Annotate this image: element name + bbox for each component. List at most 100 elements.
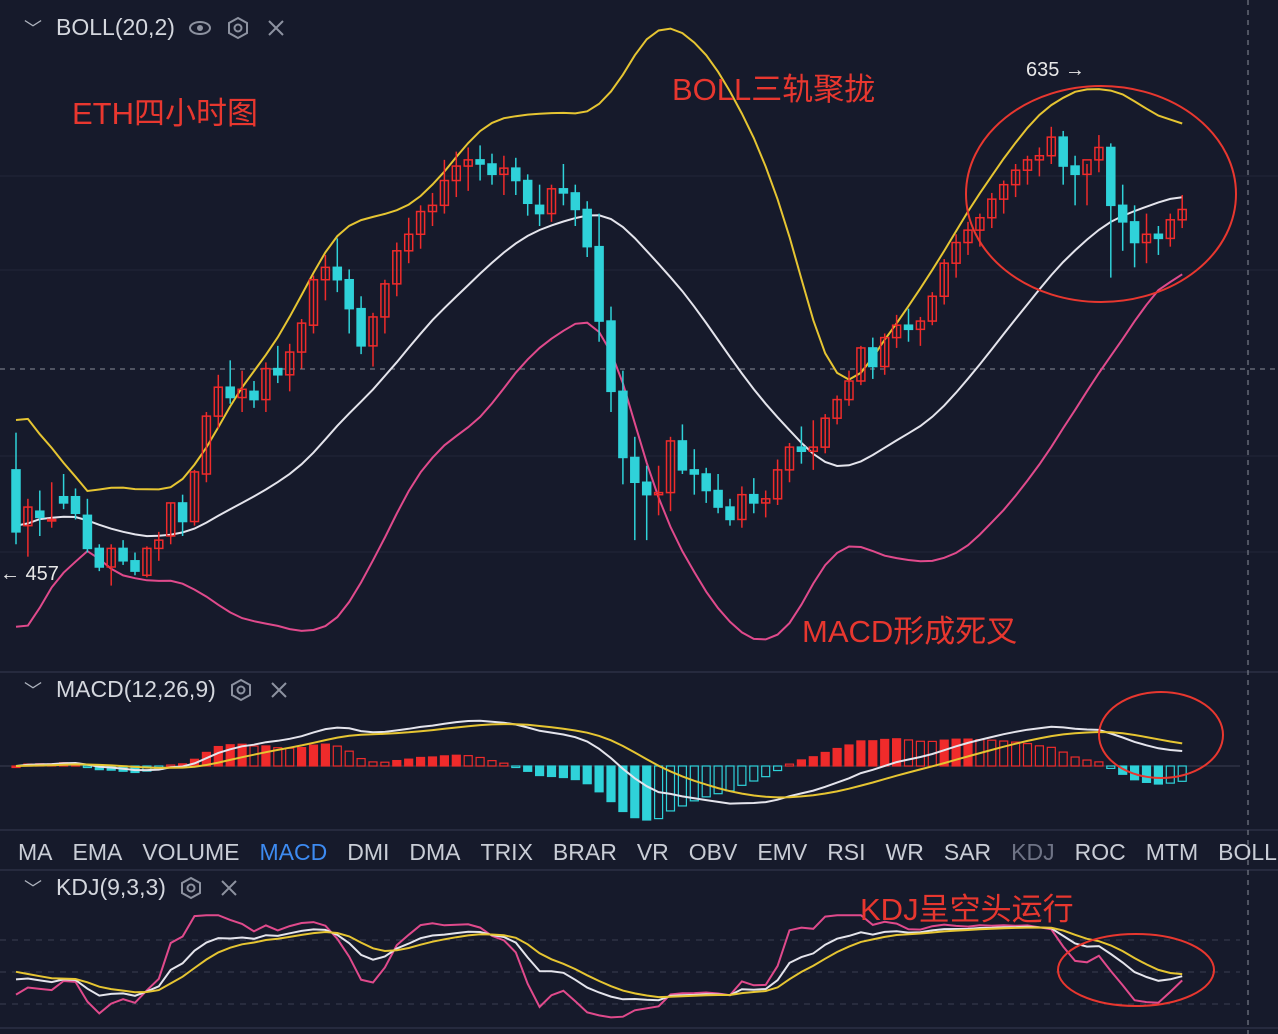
candle-body — [344, 278, 354, 310]
tab-macd[interactable]: MACD — [259, 838, 328, 865]
candle — [963, 221, 973, 255]
tab-emv[interactable]: EMV — [757, 838, 808, 865]
tab-ma[interactable]: MA — [18, 838, 53, 865]
tab-boll[interactable]: BOLL — [1218, 838, 1277, 865]
tab-kdj[interactable]: KDJ — [1011, 838, 1055, 865]
tab-rsi[interactable]: RSI — [827, 838, 866, 865]
macd-histogram-bar — [1165, 765, 1175, 784]
macd-histogram-bar — [737, 765, 747, 786]
candle-body — [844, 380, 854, 401]
candle-body — [142, 547, 152, 577]
macd-histogram-bar — [820, 751, 830, 767]
candle-body — [46, 518, 57, 522]
candle — [856, 345, 866, 386]
chevron-down-icon[interactable]: ﹀ — [24, 18, 42, 39]
tab-sar[interactable]: SAR — [943, 838, 992, 865]
candle — [737, 486, 747, 528]
candle-body — [356, 307, 366, 347]
candle — [534, 184, 545, 226]
highlight-circle-macd — [1098, 691, 1224, 779]
macd-histogram-bar — [511, 765, 521, 769]
candle-body — [1058, 136, 1068, 167]
candle-body — [451, 165, 462, 182]
price-label-high: 635 → — [1026, 59, 1085, 81]
macd-histogram-bar — [499, 762, 509, 767]
candle — [1165, 213, 1176, 247]
candle — [832, 395, 842, 425]
macd-histogram-bar — [1034, 745, 1045, 767]
settings-icon[interactable] — [225, 15, 251, 41]
macd-histogram-bar — [618, 765, 628, 813]
candle — [70, 488, 81, 520]
candle — [546, 184, 557, 222]
macd-histogram-bar — [1022, 742, 1033, 767]
settings-icon[interactable] — [228, 677, 254, 703]
tab-vr[interactable]: VR — [636, 838, 669, 865]
candle — [677, 424, 688, 474]
candle-body — [1141, 233, 1152, 244]
macd-header: ﹀ MACD(12,26,9) — [22, 676, 292, 703]
macd-histogram-bar — [832, 747, 842, 767]
highlight-circles — [965, 85, 1237, 1007]
macd-histogram-bar — [630, 765, 640, 819]
macd-dif-line — [15, 719, 1183, 805]
candle — [106, 544, 116, 586]
candle-body — [261, 367, 271, 401]
candle — [308, 275, 319, 334]
candle — [891, 314, 902, 348]
tab-obv[interactable]: OBV — [688, 838, 738, 865]
candlesticks — [11, 126, 1187, 586]
tab-roc[interactable]: ROC — [1074, 838, 1126, 865]
macd-histogram-bar — [344, 750, 354, 767]
macd-histogram-bar — [713, 765, 723, 795]
macd-histogram-bar — [451, 754, 461, 767]
candle-body — [249, 390, 259, 401]
tab-mtm[interactable]: MTM — [1145, 838, 1199, 865]
candle — [499, 155, 509, 195]
macd-histogram-bar — [213, 745, 223, 767]
macd-histogram-bar — [439, 755, 449, 767]
settings-icon[interactable] — [178, 875, 204, 901]
candle-body — [308, 278, 319, 326]
tab-brar[interactable]: BRAR — [552, 838, 617, 865]
kdj-d-line — [15, 926, 1183, 999]
candle-body — [927, 295, 938, 322]
candle — [237, 370, 247, 412]
candle — [1070, 155, 1080, 206]
candle-body — [23, 506, 33, 527]
tab-volume[interactable]: VOLUME — [142, 838, 240, 865]
candle — [1058, 130, 1068, 185]
candle — [665, 436, 676, 512]
macd-histogram-bar — [1094, 761, 1104, 767]
chevron-down-icon[interactable]: ﹀ — [24, 680, 42, 701]
macd-histogram-bar — [463, 755, 473, 767]
candle — [415, 205, 426, 249]
tab-wr[interactable]: WR — [885, 838, 924, 865]
macd-histogram-bar — [939, 739, 949, 767]
candle — [392, 242, 402, 297]
candle-body — [630, 456, 640, 484]
candle — [522, 174, 533, 216]
candle-body — [522, 179, 533, 205]
tab-dmi[interactable]: DMI — [347, 838, 390, 865]
close-icon[interactable] — [263, 15, 289, 41]
tab-trix[interactable]: TRIX — [480, 838, 533, 865]
tab-ema[interactable]: EMA — [72, 838, 123, 865]
candle-body — [70, 495, 81, 515]
tab-dma[interactable]: DMA — [409, 838, 461, 865]
candle-body — [856, 347, 866, 382]
candle — [749, 478, 759, 514]
macd-histogram-bar — [582, 765, 592, 785]
close-icon[interactable] — [266, 677, 292, 703]
chevron-down-icon[interactable]: ﹀ — [24, 878, 42, 899]
candle — [1129, 205, 1140, 268]
candle-body — [35, 510, 45, 519]
close-icon[interactable] — [216, 875, 242, 901]
candle — [225, 360, 235, 404]
candle — [284, 343, 295, 392]
candle — [261, 362, 271, 412]
candle-body — [1129, 221, 1140, 244]
candle-body — [534, 204, 545, 215]
eye-icon[interactable] — [187, 15, 213, 41]
